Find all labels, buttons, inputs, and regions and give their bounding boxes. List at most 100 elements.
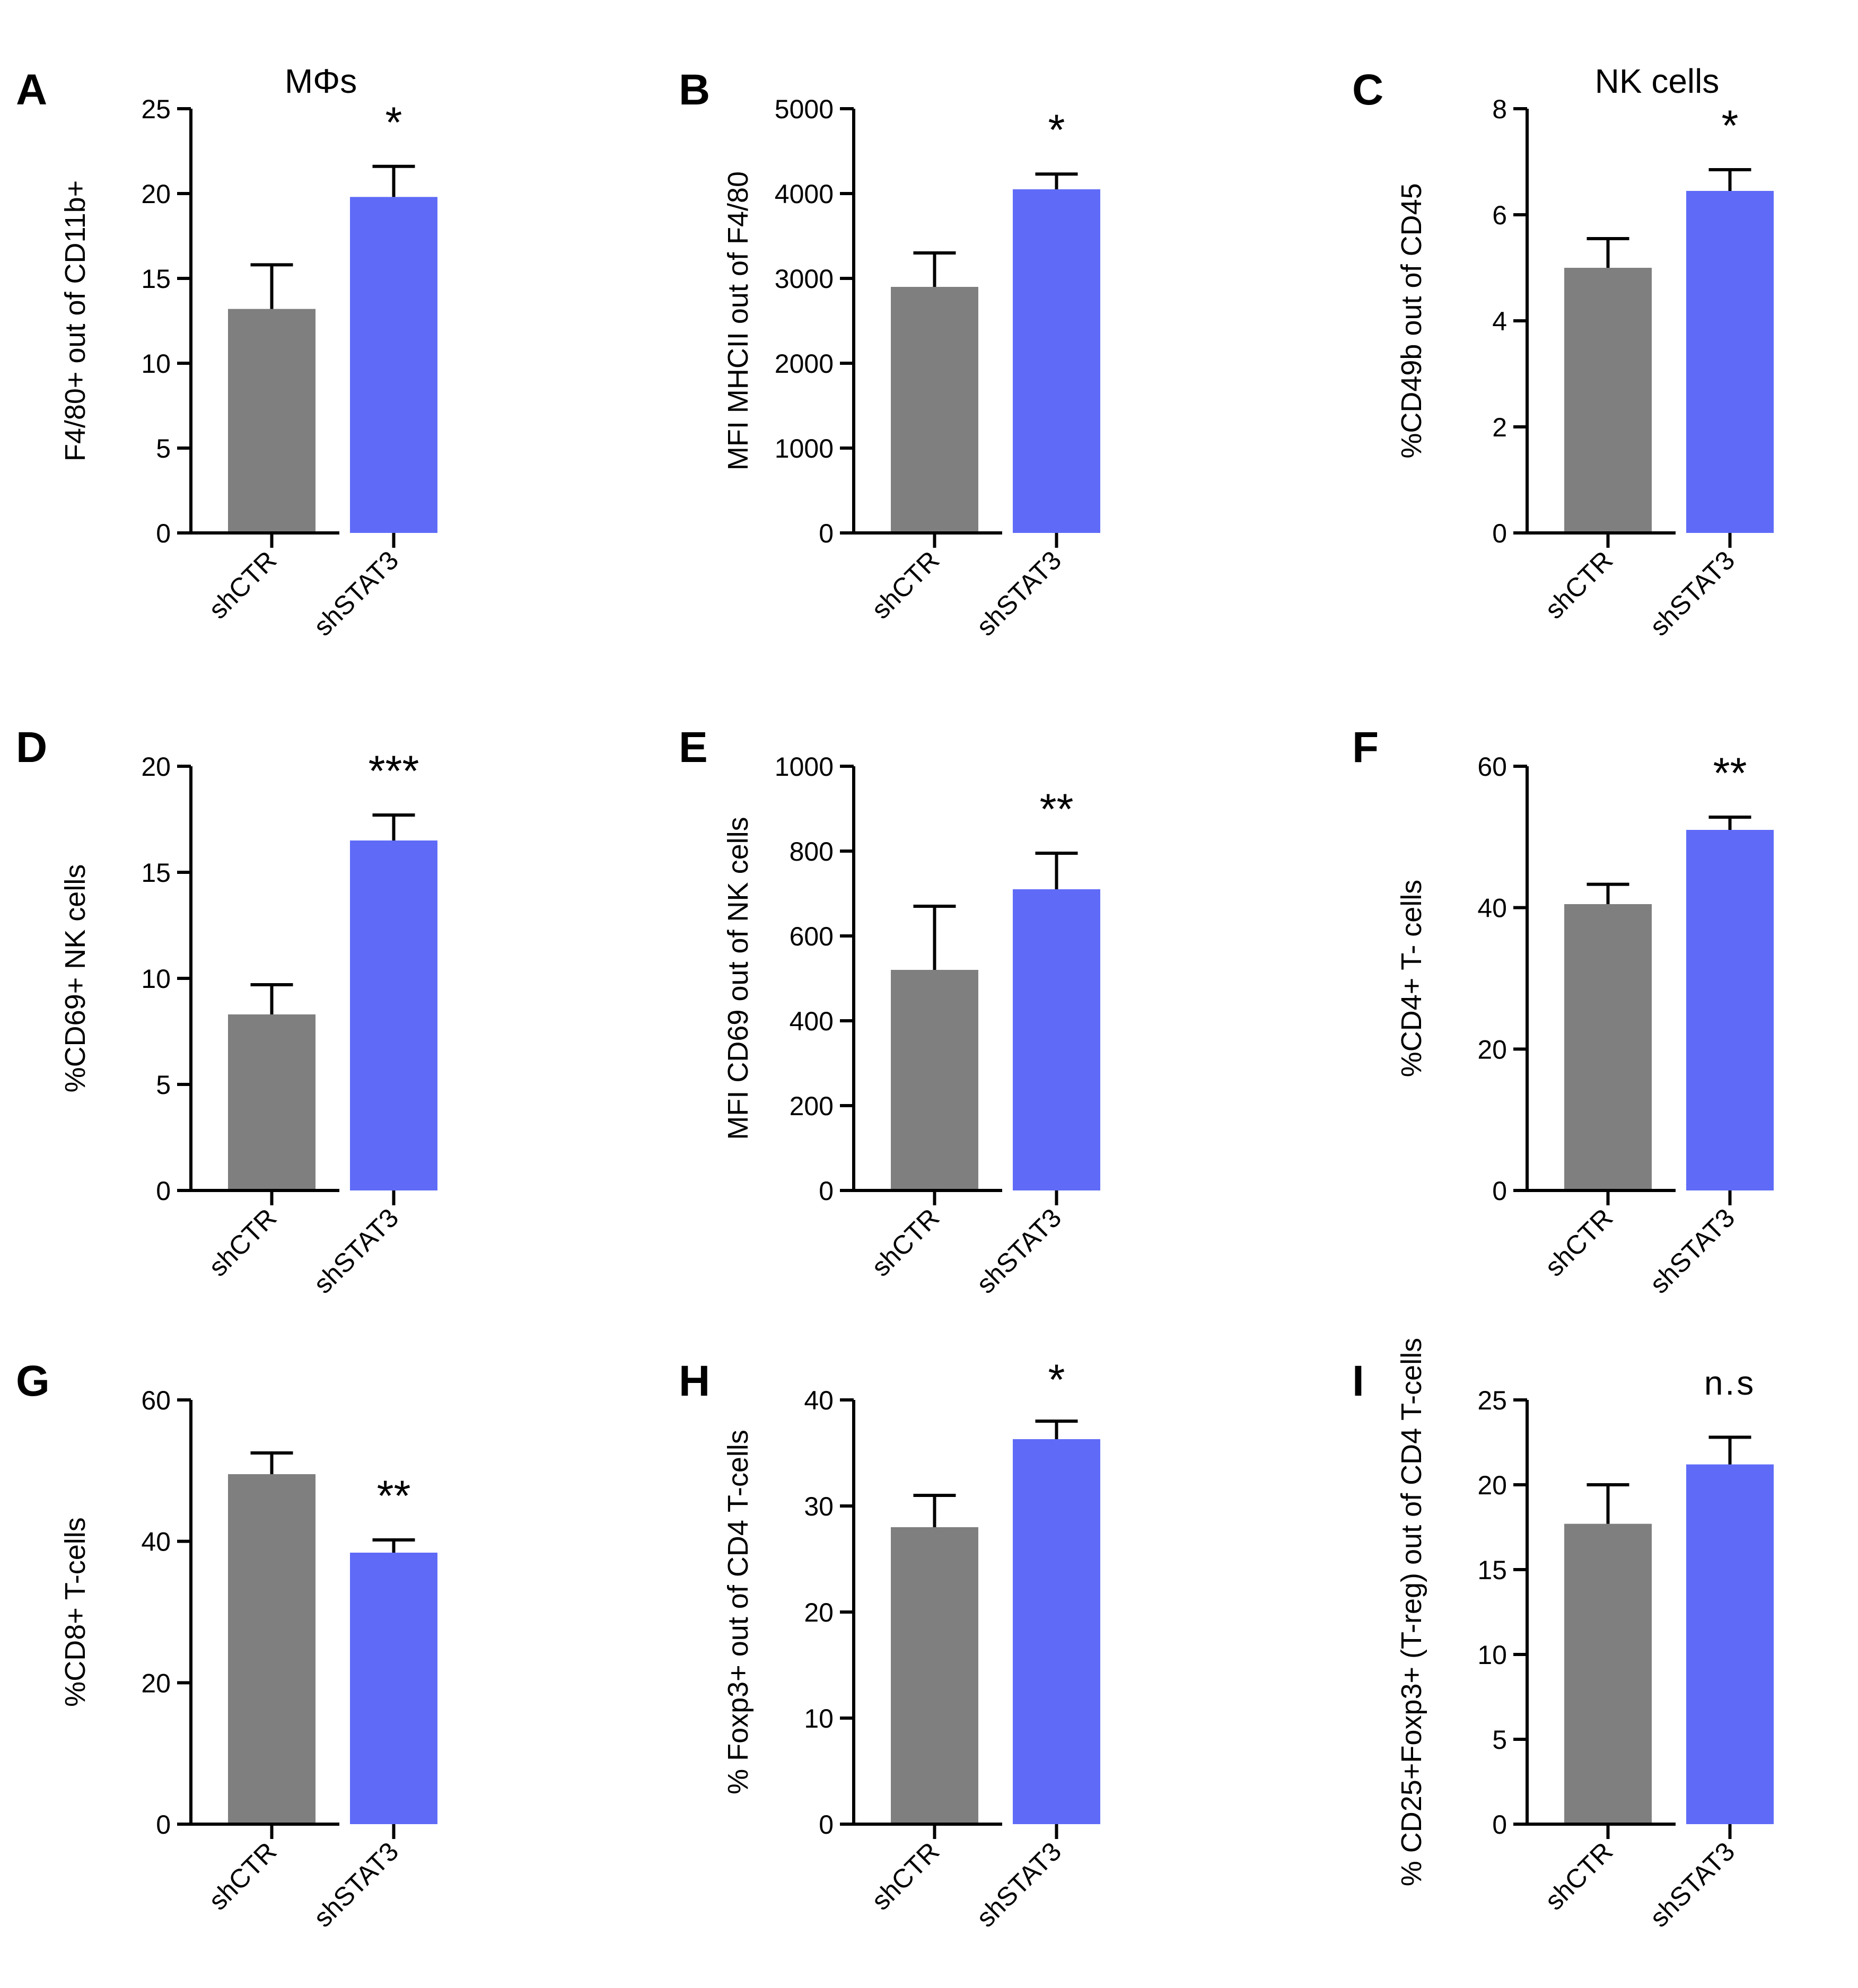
y-tick-label: 0 (156, 1810, 171, 1840)
y-tick-label: 600 (790, 922, 834, 951)
y-axis-label: % CD25+Foxp3+ (T-reg) out of CD4 T-cells (1396, 1338, 1427, 1886)
y-tick-label: 0 (1492, 1810, 1507, 1840)
significance-marker: n.s (1704, 1364, 1756, 1402)
y-tick-label: 30 (804, 1492, 834, 1521)
y-tick-label: 25 (1477, 1386, 1507, 1415)
y-tick-label: 5 (156, 434, 171, 463)
y-tick-label: 20 (141, 179, 171, 209)
bar-shstat3 (350, 840, 437, 1190)
y-tick-label: 25 (141, 94, 171, 124)
y-tick-label: 20 (1477, 1470, 1507, 1500)
category-label: shSTAT3 (308, 1836, 405, 1933)
bar-shctr (891, 1527, 978, 1824)
y-tick-label: 4000 (775, 179, 834, 209)
category-label: shSTAT3 (1644, 1836, 1741, 1933)
chart-panel-a: A MΦs shCTR shSTAT3 0 5 10 15 20 25 F4/80+ out of … (16, 62, 437, 642)
y-tick-label: 8 (1492, 94, 1507, 124)
y-axis-label: % Foxp3+ out of CD4 T-cells (722, 1430, 754, 1794)
bar-shstat3 (1013, 1439, 1100, 1824)
category-label: shSTAT3 (971, 545, 1067, 642)
y-axis-label: %CD4+ T- cells (1396, 880, 1427, 1078)
y-tick-label: 0 (819, 1176, 834, 1206)
y-tick-label: 0 (156, 519, 171, 548)
bar-shstat3 (350, 1553, 437, 1824)
y-axis-label: MFI MHCII out of F4/80 (722, 171, 754, 470)
bar-shstat3 (1686, 1464, 1774, 1824)
chart-title: MΦs (285, 62, 357, 100)
y-tick-label: 10 (141, 964, 171, 994)
category-label: shCTR (866, 1203, 945, 1282)
y-axis-label: F4/80+ out of CD11b+ (59, 180, 91, 461)
y-tick-label: 10 (804, 1704, 834, 1733)
category-label: shCTR (203, 1836, 283, 1916)
bar-shstat3 (1686, 830, 1774, 1190)
y-tick-label: 60 (141, 1386, 171, 1415)
panel-letter-d: D (16, 723, 47, 772)
panel-letter-b: B (679, 66, 710, 114)
y-tick-label: 15 (1477, 1555, 1507, 1585)
y-tick-label: 2000 (775, 349, 834, 379)
category-label: shCTR (866, 545, 945, 625)
y-tick-label: 20 (804, 1598, 834, 1627)
category-label: shCTR (1539, 545, 1619, 625)
category-label: shSTAT3 (308, 1203, 405, 1299)
bar-shstat3 (350, 197, 437, 533)
significance-marker: ** (1040, 785, 1074, 834)
significance-marker: *** (369, 747, 419, 795)
category-label: shCTR (203, 1203, 283, 1282)
y-tick-label: 800 (790, 837, 834, 866)
bar-shctr (228, 1014, 315, 1190)
y-tick-label: 5000 (775, 94, 834, 124)
panel-letter-c: C (1352, 66, 1383, 114)
significance-marker: * (385, 99, 402, 147)
category-label: shCTR (1539, 1203, 1619, 1282)
category-label: shSTAT3 (308, 545, 405, 642)
y-axis-label: MFI CD69 out of NK cells (722, 817, 754, 1140)
bar-shctr (1564, 1523, 1652, 1824)
y-tick-label: 15 (141, 858, 171, 888)
bar-shctr (1564, 904, 1652, 1190)
y-tick-label: 400 (790, 1006, 834, 1036)
y-axis-label: %CD8+ T-cells (59, 1517, 91, 1707)
y-tick-label: 20 (141, 752, 171, 782)
significance-marker: ** (377, 1472, 411, 1520)
y-tick-label: 1000 (775, 434, 834, 463)
y-tick-label: 60 (1477, 752, 1507, 782)
category-label: shSTAT3 (1644, 1203, 1741, 1299)
y-tick-label: 10 (1477, 1640, 1507, 1670)
category-label: shCTR (866, 1836, 945, 1916)
category-label: shCTR (1539, 1836, 1619, 1916)
category-label: shSTAT3 (1644, 545, 1741, 642)
bar-shstat3 (1013, 189, 1100, 533)
bar-shctr (1564, 268, 1652, 533)
y-tick-label: 5 (156, 1070, 171, 1100)
bar-shctr (228, 1474, 315, 1824)
y-tick-label: 5 (1492, 1725, 1507, 1755)
y-tick-label: 0 (1492, 1176, 1507, 1206)
y-tick-label: 0 (156, 1176, 171, 1206)
significance-marker: ** (1713, 749, 1747, 798)
significance-marker: * (1048, 1356, 1065, 1404)
y-tick-label: 1000 (775, 752, 834, 782)
y-tick-label: 3000 (775, 264, 834, 294)
category-label: shCTR (203, 545, 283, 625)
y-tick-label: 0 (819, 519, 834, 548)
panel-letter-a: A (16, 66, 47, 114)
y-tick-label: 40 (141, 1527, 171, 1557)
y-tick-label: 6 (1492, 200, 1507, 230)
y-tick-label: 15 (141, 264, 171, 294)
panel-letter-h: H (679, 1357, 710, 1405)
chart-panel-c: C NK cells shCTR shSTAT3 0 2 4 6 8 %CD49b out of … (1352, 62, 1774, 642)
bar-shstat3 (1013, 889, 1100, 1190)
panel-letter-i: I (1352, 1357, 1364, 1405)
y-tick-label: 40 (1477, 894, 1507, 923)
panel-letter-e: E (679, 723, 708, 772)
y-axis-label: %CD49b out of CD45 (1396, 183, 1427, 458)
bar-shctr (228, 309, 315, 533)
y-tick-label: 200 (790, 1091, 834, 1121)
